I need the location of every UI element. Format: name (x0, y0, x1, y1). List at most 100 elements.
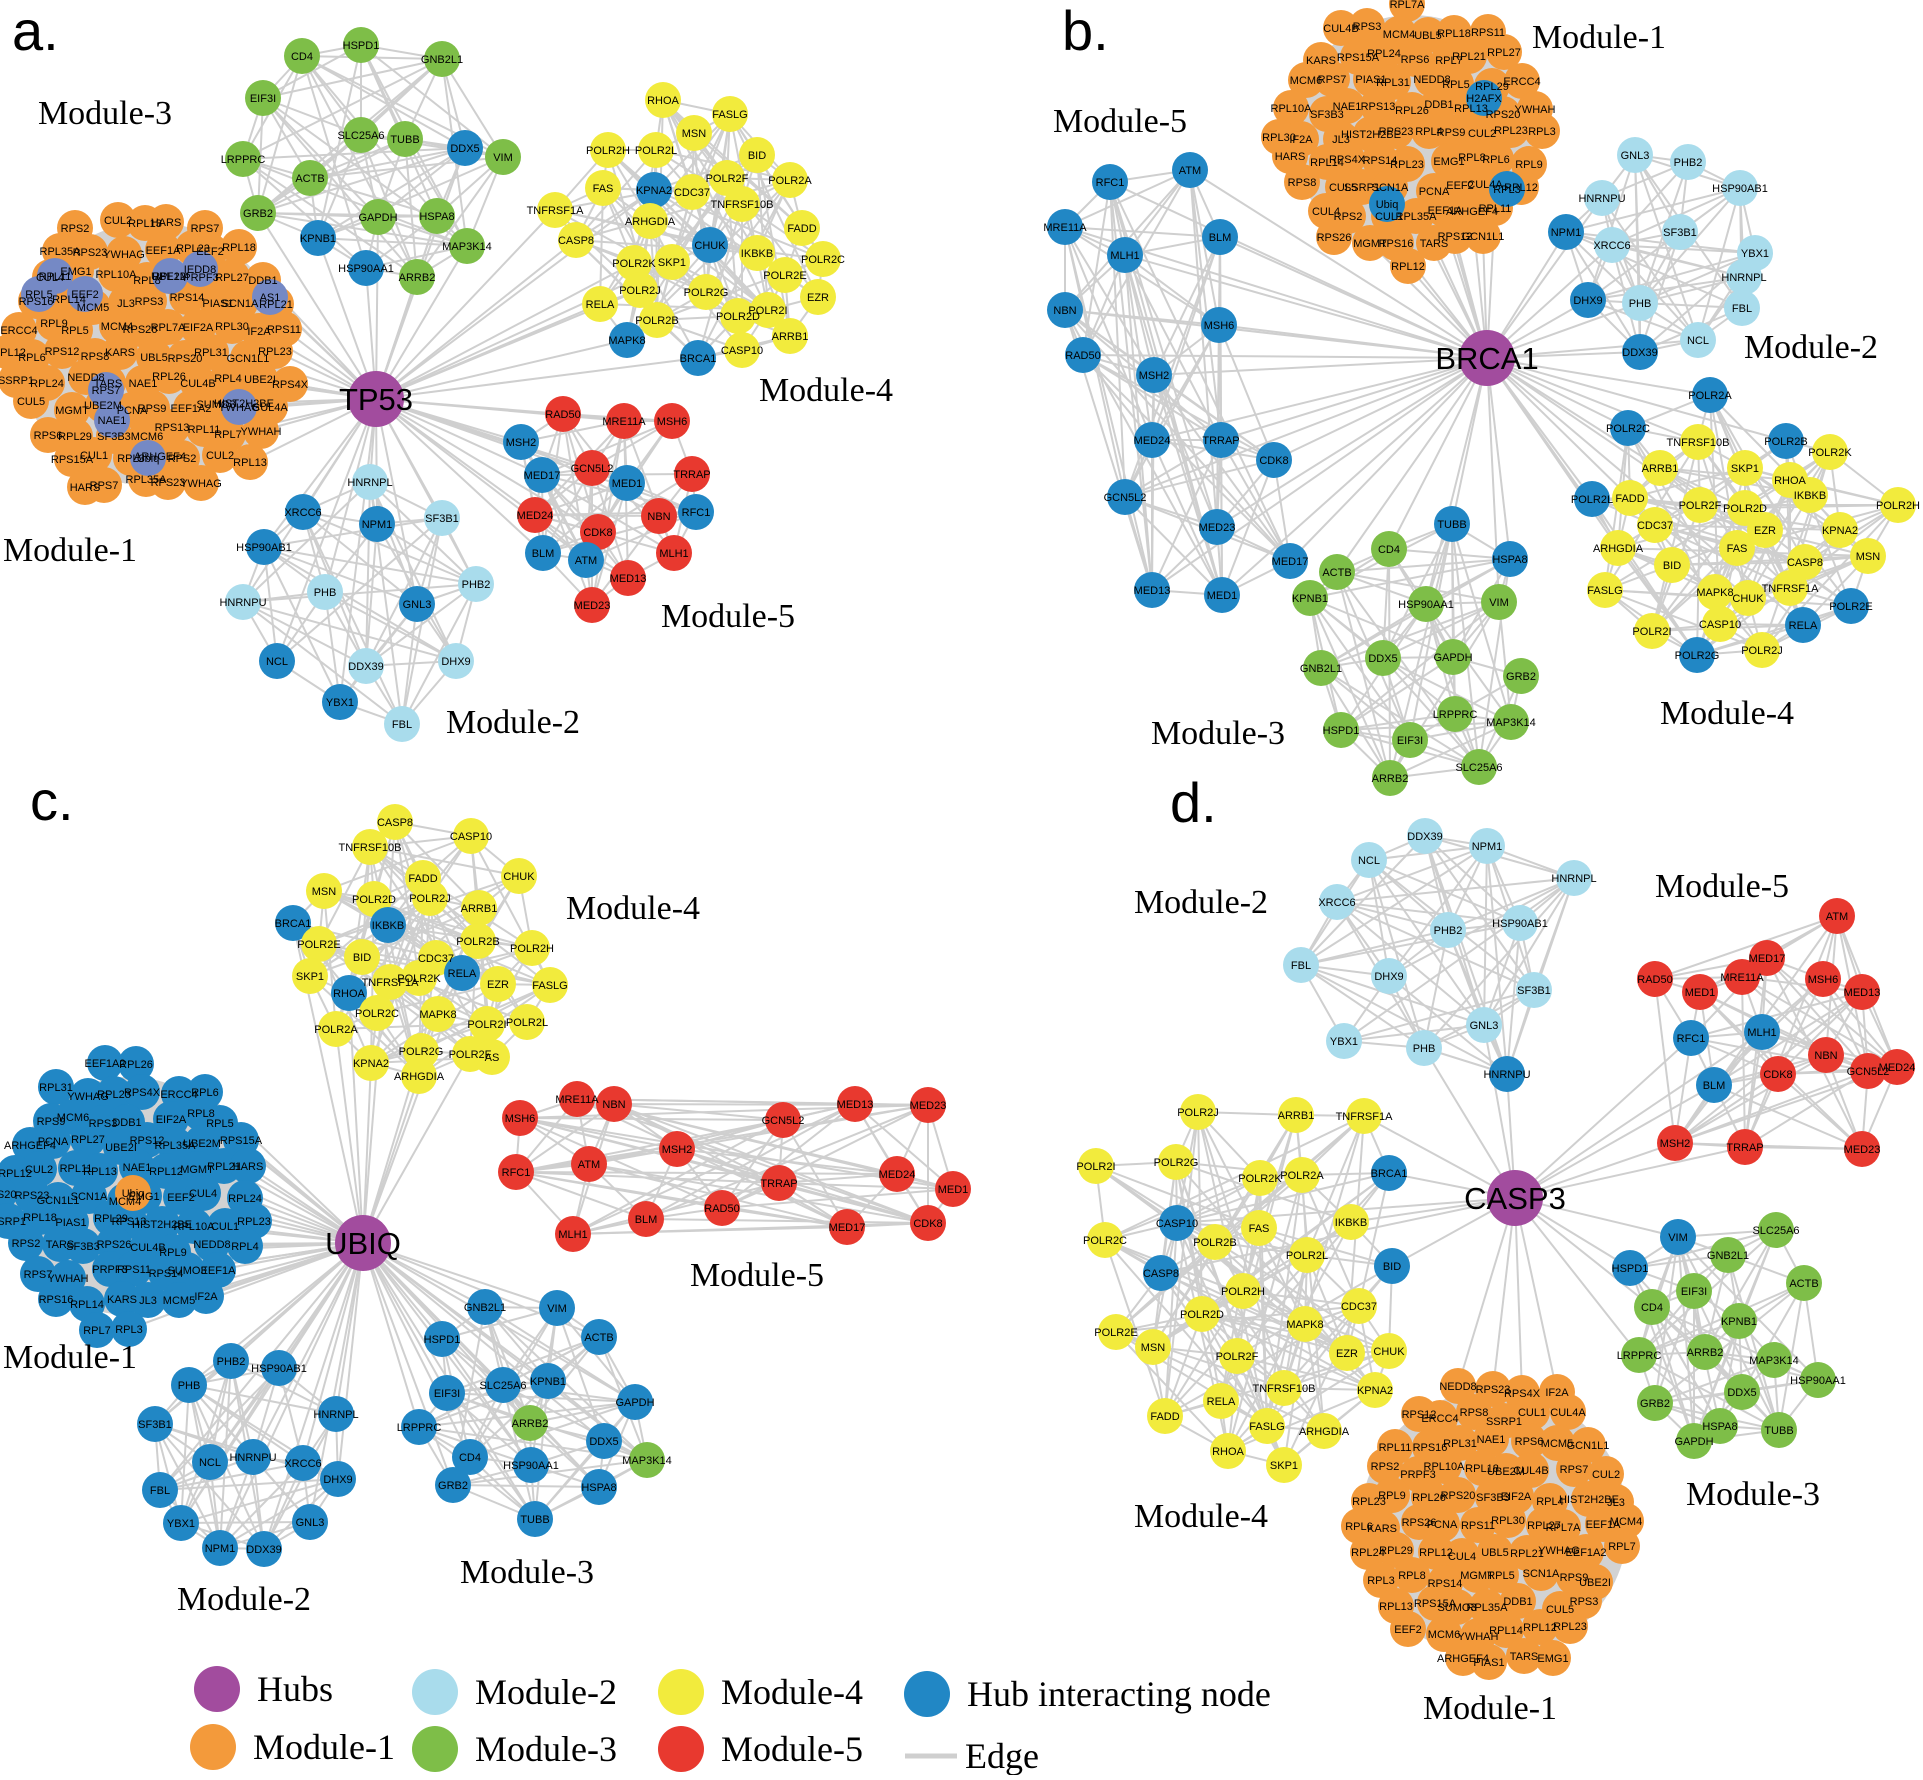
svg-text:RPS16: RPS16 (1413, 1442, 1448, 1454)
svg-text:MGMT: MGMT (55, 405, 89, 417)
svg-text:DDX5: DDX5 (1727, 1387, 1756, 1399)
svg-text:RPL12: RPL12 (0, 1168, 32, 1180)
svg-text:HNRNPL: HNRNPL (347, 477, 392, 489)
svg-text:HSP90AB1: HSP90AB1 (1712, 183, 1768, 195)
svg-text:RHOA: RHOA (647, 95, 679, 107)
svg-text:MED23: MED23 (1199, 522, 1236, 534)
svg-text:IF2A: IF2A (1289, 134, 1313, 146)
svg-text:POLR2D: POLR2D (1180, 1309, 1224, 1321)
svg-text:TNFRSF1A: TNFRSF1A (362, 977, 420, 989)
svg-text:MED23: MED23 (574, 600, 611, 612)
svg-text:GNL3: GNL3 (1470, 1020, 1499, 1032)
svg-text:RPL3: RPL3 (1528, 126, 1556, 138)
svg-text:UBE2M: UBE2M (84, 400, 122, 412)
svg-text:KPNA2: KPNA2 (636, 185, 672, 197)
svg-text:CUL4B: CUL4B (130, 1242, 165, 1254)
svg-text:RPS6: RPS6 (1515, 1436, 1544, 1448)
svg-text:ARHGDIA: ARHGDIA (394, 1071, 445, 1083)
svg-text:RPS12: RPS12 (45, 346, 80, 358)
svg-text:POLR2J: POLR2J (1177, 1107, 1219, 1119)
svg-text:DDB1: DDB1 (1503, 1596, 1532, 1608)
svg-text:RPL6: RPL6 (191, 1087, 219, 1099)
svg-text:EEF1A: EEF1A (146, 245, 182, 257)
svg-text:SUMO3: SUMO3 (196, 399, 235, 411)
svg-text:RPL23: RPL23 (1352, 1496, 1386, 1508)
svg-text:RPL23: RPL23 (1553, 1621, 1587, 1633)
svg-text:BID: BID (353, 952, 371, 964)
svg-text:RPL4: RPL4 (231, 1241, 259, 1253)
svg-text:RPL30: RPL30 (215, 321, 249, 333)
svg-text:NEDD8: NEDD8 (1413, 74, 1450, 86)
svg-text:RPS7: RPS7 (1318, 74, 1347, 86)
svg-text:POLR2J: POLR2J (409, 893, 451, 905)
svg-text:MCM4: MCM4 (101, 321, 133, 333)
svg-text:CUL2: CUL2 (104, 215, 132, 227)
svg-text:NBN: NBN (1053, 305, 1076, 317)
svg-text:RFC1: RFC1 (1677, 1033, 1706, 1045)
svg-text:PRPF3: PRPF3 (1400, 1469, 1435, 1481)
svg-text:EMG1: EMG1 (128, 1191, 159, 1203)
svg-text:YWHAG: YWHAG (103, 249, 145, 261)
svg-text:CUL5: CUL5 (1329, 182, 1357, 194)
svg-text:CASP8: CASP8 (1787, 557, 1823, 569)
svg-text:RPL7A: RPL7A (1546, 1522, 1582, 1534)
svg-text:ARHGDIA: ARHGDIA (1299, 1426, 1350, 1438)
svg-text:KPNB1: KPNB1 (1721, 1316, 1757, 1328)
svg-text:ACTB: ACTB (295, 173, 324, 185)
svg-text:RFC1: RFC1 (1096, 177, 1125, 189)
svg-text:YWHAG: YWHAG (218, 402, 260, 414)
svg-text:ARHGDIA: ARHGDIA (625, 216, 676, 228)
svg-text:EEF2: EEF2 (167, 1192, 195, 1204)
svg-text:AS: AS (485, 1052, 500, 1064)
svg-text:RPL21: RPL21 (1510, 1548, 1544, 1560)
svg-text:Module-2: Module-2 (475, 1672, 617, 1712)
svg-text:RPL12: RPL12 (149, 1166, 183, 1178)
svg-text:MED17: MED17 (524, 470, 561, 482)
svg-text:YWHAH: YWHAH (241, 426, 282, 438)
svg-text:RPL27: RPL27 (215, 272, 249, 284)
svg-text:MRE11A: MRE11A (555, 1094, 599, 1106)
svg-text:GAPDH: GAPDH (615, 1397, 654, 1409)
svg-text:Module-2: Module-2 (446, 704, 580, 741)
svg-text:CDC37: CDC37 (1637, 520, 1673, 532)
svg-text:RPL26: RPL26 (1412, 1492, 1446, 1504)
svg-text:c.: c. (30, 769, 74, 832)
svg-text:RPS6: RPS6 (34, 430, 63, 442)
svg-text:MED1: MED1 (1685, 987, 1716, 999)
svg-text:POLR2B: POLR2B (456, 936, 499, 948)
svg-text:POLR2D: POLR2D (716, 311, 760, 323)
svg-text:RPS8: RPS8 (1288, 177, 1317, 189)
svg-text:RPL12: RPL12 (0, 347, 26, 359)
svg-text:GCN5L2: GCN5L2 (762, 1115, 805, 1127)
svg-text:VIM: VIM (493, 152, 513, 164)
svg-text:EEF1A: EEF1A (1586, 1519, 1622, 1531)
svg-text:MSN: MSN (1141, 1342, 1166, 1354)
svg-text:RPS2: RPS2 (1371, 1461, 1400, 1473)
svg-text:RPL27: RPL27 (71, 1134, 105, 1146)
svg-text:RPL5: RPL5 (61, 325, 89, 337)
svg-text:RPL3: RPL3 (115, 1324, 143, 1336)
svg-text:FASLG: FASLG (532, 980, 567, 992)
svg-text:XRCC6: XRCC6 (1593, 240, 1630, 252)
svg-text:RPL31: RPL31 (39, 1082, 73, 1094)
svg-text:MCM6: MCM6 (57, 1112, 89, 1124)
svg-text:ATM: ATM (1826, 911, 1848, 923)
svg-text:RPL24: RPL24 (1367, 48, 1401, 60)
svg-text:RPS4X: RPS4X (1329, 154, 1366, 166)
svg-text:LRPPRC: LRPPRC (221, 154, 266, 166)
svg-text:POLR2H: POLR2H (1876, 500, 1920, 512)
svg-text:NAE1: NAE1 (123, 1162, 152, 1174)
svg-text:POLR2C: POLR2C (1606, 423, 1650, 435)
svg-text:RPS2: RPS2 (61, 223, 90, 235)
svg-text:FAS: FAS (1249, 1223, 1270, 1235)
svg-text:NAE1: NAE1 (98, 415, 127, 427)
svg-text:NAE1: NAE1 (129, 378, 158, 390)
svg-text:RPL14: RPL14 (1310, 157, 1344, 169)
svg-text:MSH2: MSH2 (1660, 1138, 1691, 1150)
svg-text:DDX39: DDX39 (1622, 347, 1657, 359)
svg-text:RPL10A: RPL10A (96, 269, 138, 281)
svg-text:CD4: CD4 (291, 51, 313, 63)
svg-text:TNFRSF10B: TNFRSF10B (711, 199, 774, 211)
svg-text:RPS9: RPS9 (1437, 127, 1466, 139)
svg-text:GAPDH: GAPDH (358, 212, 397, 224)
